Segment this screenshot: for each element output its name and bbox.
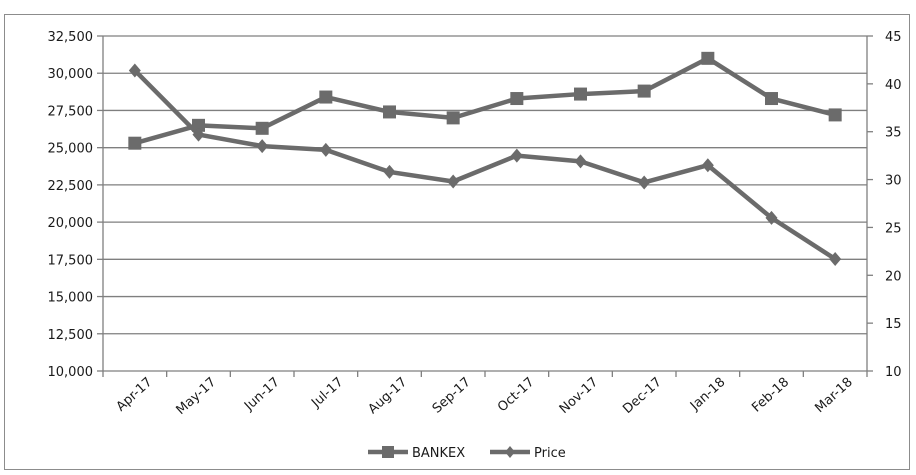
price-point bbox=[829, 252, 842, 267]
right-axis-tick-label: 15 bbox=[885, 317, 902, 332]
legend-bankex-label: BANKEX bbox=[412, 446, 465, 461]
x-axis-tick-label: Feb-18 bbox=[749, 375, 792, 416]
bankex-point bbox=[701, 51, 715, 65]
price-point bbox=[638, 175, 651, 190]
bankex-point bbox=[510, 92, 524, 106]
x-axis-tick-label: Apr-17 bbox=[114, 375, 156, 415]
left-axis-tick-label: 32,500 bbox=[48, 30, 94, 45]
legend-price-marker bbox=[505, 446, 515, 458]
right-axis-tick-label: 45 bbox=[885, 30, 902, 45]
bankex-point bbox=[765, 92, 778, 106]
x-axis-tick-label: Jul-17 bbox=[308, 375, 346, 412]
left-axis-tick-label: 25,000 bbox=[48, 142, 94, 157]
price-point bbox=[510, 148, 523, 163]
axes: 10,000 12,500 15,000 17,500 20,000 22,500 25,0… bbox=[48, 30, 902, 418]
left-axis-tick-label: 30,000 bbox=[48, 67, 94, 82]
left-axis-tick-label: 15,000 bbox=[48, 291, 94, 306]
price-point bbox=[383, 164, 396, 179]
legend-bankex-marker bbox=[382, 446, 394, 458]
right-axis-tick-label: 35 bbox=[885, 126, 902, 141]
bankex-point bbox=[637, 84, 651, 98]
bankex-point bbox=[383, 105, 396, 119]
x-axis-tick-label: May-17 bbox=[174, 375, 220, 418]
left-axis-tick-label: 12,500 bbox=[48, 328, 94, 343]
bankex-point bbox=[574, 87, 587, 101]
x-axis-tick-label: Nov-17 bbox=[557, 375, 601, 417]
right-axis-tick-label: 10 bbox=[885, 365, 902, 380]
price-line bbox=[133, 68, 837, 261]
x-axis-tick-label: Dec-17 bbox=[620, 375, 665, 417]
x-axis-tick-label: Oct-17 bbox=[495, 375, 538, 415]
right-axis-tick-label: 40 bbox=[885, 78, 902, 93]
right-axis-tick-label: 25 bbox=[885, 221, 902, 236]
bankex-point bbox=[128, 136, 142, 150]
right-axis-tick-label: 20 bbox=[885, 269, 902, 284]
price-point bbox=[765, 210, 778, 225]
price-point bbox=[192, 127, 205, 142]
right-axis-tick-label: 30 bbox=[885, 174, 902, 189]
bankex-point bbox=[446, 111, 460, 125]
left-axis-tick-label: 20,000 bbox=[48, 216, 94, 231]
legend-price-label: Price bbox=[534, 446, 566, 461]
bankex-point bbox=[255, 121, 269, 135]
left-axis-tick-label: 17,500 bbox=[48, 253, 94, 268]
x-axis-tick-label: Jan-18 bbox=[687, 375, 728, 414]
x-axis-tick-label: Sep-17 bbox=[430, 375, 474, 417]
bankex-line bbox=[134, 56, 836, 146]
series bbox=[128, 51, 842, 267]
price-point bbox=[319, 142, 332, 157]
legend: BANKEX Price bbox=[368, 446, 566, 461]
bankex-point bbox=[828, 108, 842, 122]
left-axis-tick-label: 10,000 bbox=[48, 365, 94, 380]
price-point bbox=[447, 174, 460, 189]
x-axis-tick-label: Mar-18 bbox=[812, 375, 855, 416]
bankex-point bbox=[319, 90, 333, 104]
left-axis-tick-label: 22,500 bbox=[48, 179, 94, 194]
price-point bbox=[128, 63, 141, 78]
price-point bbox=[701, 158, 714, 173]
x-axis-tick-label: Jun-17 bbox=[241, 375, 283, 415]
x-axis-tick-label: Aug-17 bbox=[365, 375, 410, 417]
left-axis-tick-label: 27,500 bbox=[48, 104, 94, 119]
price-point bbox=[574, 154, 587, 169]
price-point bbox=[256, 139, 269, 154]
